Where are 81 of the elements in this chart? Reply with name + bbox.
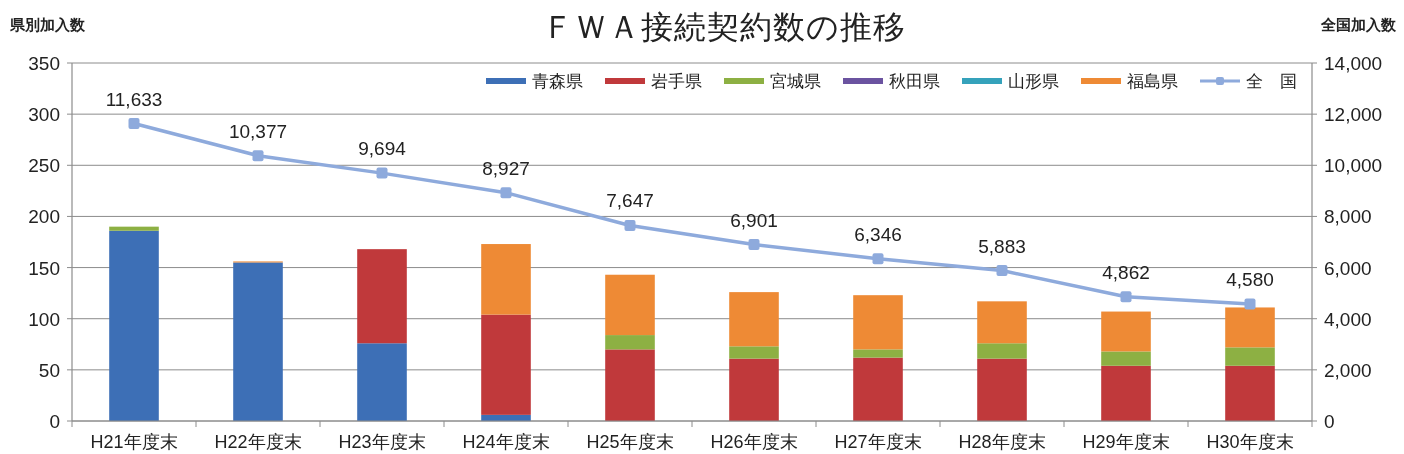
legend-label: 山形県 <box>1008 72 1059 91</box>
data-label: 8,927 <box>482 157 530 179</box>
x-tick-label: H25年度末 <box>586 432 674 452</box>
point <box>624 219 636 231</box>
bar <box>1101 365 1151 421</box>
point <box>500 187 512 199</box>
bar <box>357 343 407 421</box>
point <box>1120 291 1132 303</box>
y2-tick-label: 2,000 <box>1324 359 1372 381</box>
data-label: 6,901 <box>730 209 778 231</box>
bar <box>605 349 655 421</box>
y-tick-label: 150 <box>28 257 60 279</box>
bar <box>729 358 779 421</box>
point <box>1244 298 1256 310</box>
x-tick-label: H24年度末 <box>462 432 550 452</box>
y2-axis-title: 全国加入数 <box>1320 16 1397 33</box>
legend-label: 岩手県 <box>651 72 702 91</box>
data-label: 10,377 <box>228 120 288 142</box>
x-tick-label: H23年度末 <box>338 432 426 452</box>
bar <box>109 230 159 421</box>
bar <box>853 295 903 350</box>
legend-label: 秋田県 <box>889 72 940 91</box>
bar <box>1101 311 1151 352</box>
legend-label: 福島県 <box>1127 72 1178 91</box>
chart-title: ＦＷＡ接続契約数の推移 <box>542 9 906 45</box>
y-tick-label: 100 <box>28 308 60 330</box>
bar <box>605 274 655 336</box>
point <box>748 239 760 251</box>
point <box>996 265 1008 277</box>
y-tick-label: 350 <box>28 53 60 74</box>
x-tick-label: H27年度末 <box>834 432 922 452</box>
data-label: 4,580 <box>1226 268 1274 290</box>
y-tick-label: 50 <box>38 359 60 381</box>
y-tick-label: 250 <box>28 155 60 177</box>
x-tick-label: H30年度末 <box>1206 432 1294 452</box>
y2-tick-label: 12,000 <box>1324 104 1383 126</box>
point <box>252 150 264 162</box>
y2-tick-label: 14,000 <box>1324 53 1383 74</box>
y2-tick-label: 10,000 <box>1324 155 1383 177</box>
bar <box>605 335 655 350</box>
point <box>872 253 884 265</box>
bar <box>729 292 779 347</box>
data-label: 7,647 <box>606 190 654 212</box>
bar <box>977 358 1027 421</box>
y-axis-title: 県別加入数 <box>9 16 86 33</box>
bar <box>1101 351 1151 366</box>
bar <box>853 349 903 358</box>
data-label: 9,694 <box>358 138 407 160</box>
data-label: 6,346 <box>854 223 902 245</box>
x-tick-label: H22年度末 <box>214 432 302 452</box>
y2-tick-label: 6,000 <box>1324 257 1372 279</box>
legend-label: 宮城県 <box>770 72 821 91</box>
bar <box>1225 307 1275 348</box>
bar <box>481 314 531 415</box>
y2-tick-label: 0 <box>1324 411 1335 432</box>
x-tick-label: H29年度末 <box>1082 432 1170 452</box>
y-tick-label: 0 <box>49 411 60 432</box>
point <box>376 167 388 179</box>
y-tick-label: 300 <box>28 104 60 126</box>
x-tick-label: H26年度末 <box>710 432 798 452</box>
data-label: 11,633 <box>105 88 163 110</box>
bar <box>233 262 283 421</box>
y2-tick-label: 8,000 <box>1324 206 1372 228</box>
point <box>128 118 140 130</box>
bar <box>1225 347 1275 366</box>
y2-tick-label: 4,000 <box>1324 308 1372 330</box>
bar <box>977 301 1027 344</box>
bar <box>109 226 159 231</box>
data-label: 5,883 <box>978 235 1026 257</box>
bar <box>481 244 531 315</box>
bar <box>357 249 407 344</box>
bar <box>853 357 903 421</box>
bar <box>977 343 1027 359</box>
x-tick-label: H21年度末 <box>90 432 178 452</box>
y-tick-label: 200 <box>28 206 60 228</box>
bar <box>1225 365 1275 421</box>
legend-label: 全 国 <box>1246 72 1297 91</box>
x-tick-label: H28年度末 <box>958 432 1046 452</box>
legend-label: 青森県 <box>532 72 583 91</box>
bar <box>729 346 779 359</box>
data-label: 4,862 <box>1102 261 1150 283</box>
